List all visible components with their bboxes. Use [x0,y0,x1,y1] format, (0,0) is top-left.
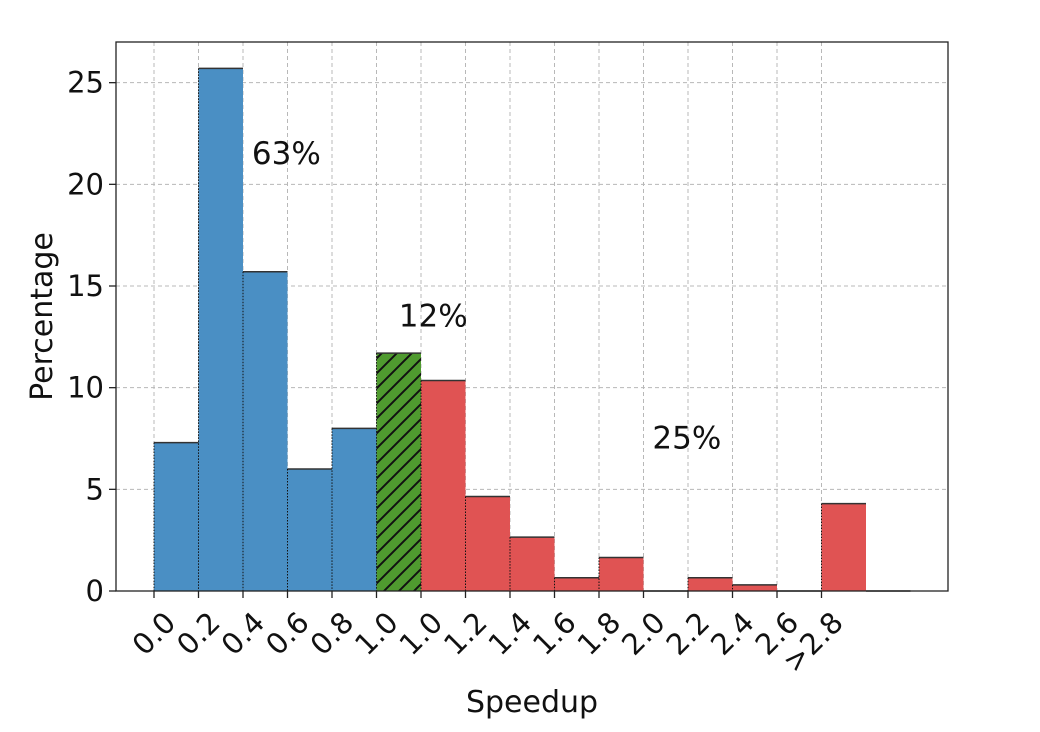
bar-3 [287,469,332,591]
bar-8 [510,537,555,591]
annotation-2: 25% [652,421,721,457]
bar-1 [198,68,243,591]
y-tick-label-1: 5 [86,472,104,506]
bar-13 [732,584,777,591]
bar-10 [599,557,644,591]
bar-15 [821,503,866,591]
bar-12 [688,577,733,591]
annotation-0: 63% [252,136,321,172]
y-tick-label-2: 10 [67,371,104,405]
y-tick-label-3: 15 [67,269,104,303]
y-tick-label-5: 25 [67,66,104,100]
x-axis-label: Speedup [466,685,598,720]
bar-0 [154,442,199,591]
bar-4 [332,428,377,591]
plot-frame [115,41,949,592]
y-axis-label: Percentage [25,232,60,401]
bar-hatch-5 [376,353,421,591]
annotation-1: 12% [399,299,468,335]
bar-2 [243,271,288,591]
y-tick-label-0: 0 [86,574,104,608]
annotations: 63% 12% 25% [252,136,721,457]
bar-6 [421,380,466,591]
bar-9 [554,577,599,591]
bars [153,67,911,592]
y-axis-ticks: 0 5 10 15 20 25 [67,66,116,608]
x-axis-ticks: 0.00.20.40.60.81.01.01.21.41.61.82.02.22… [126,591,850,679]
bar-7 [465,496,510,591]
y-tick-label-4: 20 [67,167,104,201]
